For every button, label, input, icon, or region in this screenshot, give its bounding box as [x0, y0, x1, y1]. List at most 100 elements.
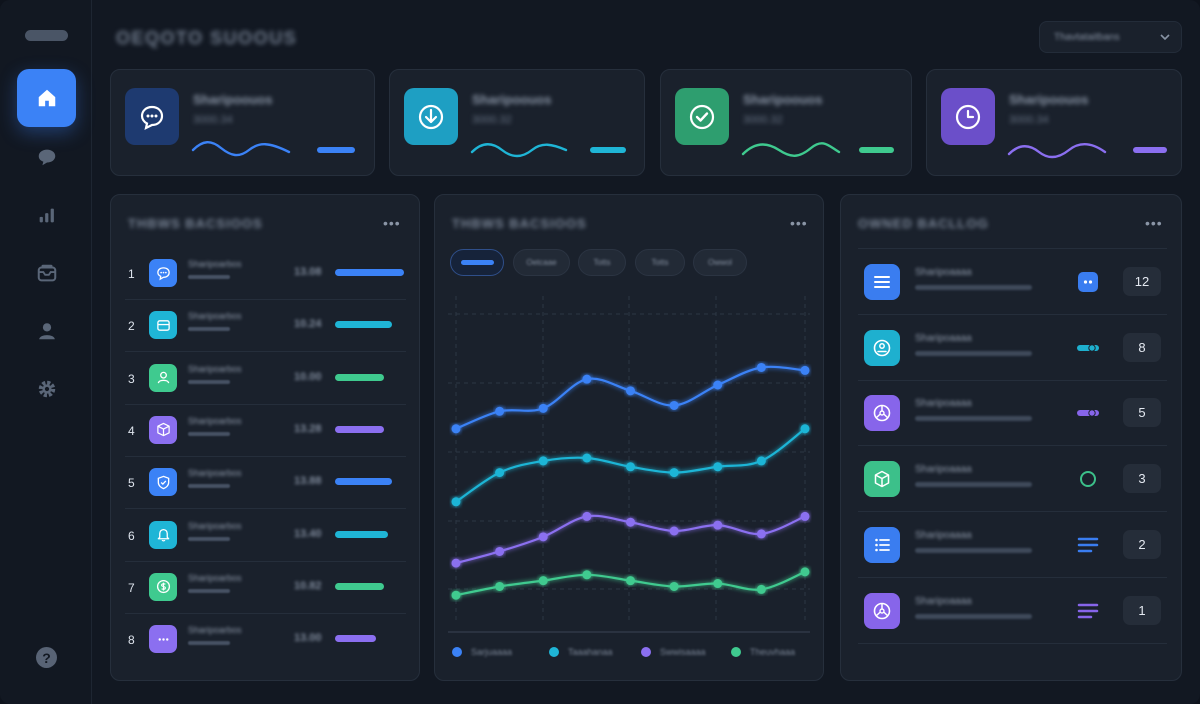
row-value: 13.00 — [294, 632, 322, 645]
backlog-row[interactable]: Sharipoaaaa 3 — [858, 446, 1167, 513]
data-point-s2-4[interactable] — [582, 453, 592, 463]
backlog-row[interactable]: Sharipoaaaa 12 — [858, 249, 1167, 315]
ranking-row[interactable]: 2 Sharipoarbos 10.24 — [125, 300, 406, 353]
data-point-s4-2[interactable] — [495, 581, 505, 591]
backlog-row[interactable]: Sharipoaaaa 5 — [858, 380, 1167, 447]
filter-tab-4[interactable]: Owwol — [693, 249, 747, 276]
more-options-icon[interactable]: ••• — [790, 215, 808, 231]
filter-tab-3[interactable]: Totts — [635, 249, 685, 276]
check-circle-icon — [689, 104, 715, 129]
sparkline — [1007, 143, 1107, 159]
data-point-s4-6[interactable] — [669, 581, 679, 591]
nav-chat[interactable] — [17, 128, 76, 186]
ranking-row[interactable]: 3 Sharipoarbos 10.00 — [125, 353, 406, 405]
stat-value: 3000.32 — [743, 114, 783, 126]
data-point-s2-9[interactable] — [800, 424, 810, 434]
ranking-row[interactable]: 5 Sharipoarbos 13.88 — [125, 457, 406, 510]
rank-number: 5 — [128, 476, 135, 491]
more-options-icon[interactable]: ••• — [383, 215, 401, 231]
filter-label: Totts — [651, 258, 669, 267]
filter-label: Totts — [593, 258, 611, 267]
ranking-row[interactable]: 8 Sharipoarbos 13.00 — [125, 614, 406, 666]
row-subtitle — [188, 641, 230, 646]
row-subtitle — [915, 285, 1032, 290]
rank-number: 7 — [128, 580, 135, 595]
more-options-icon[interactable]: ••• — [1145, 215, 1163, 231]
nav-profile[interactable] — [17, 302, 76, 360]
chat-bubble-icon — [140, 105, 164, 130]
nav-inbox[interactable] — [17, 244, 76, 302]
period-dropdown[interactable]: Thavtataitbans — [1039, 21, 1182, 53]
data-point-s1-4[interactable] — [582, 374, 592, 384]
filter-tab-0[interactable] — [450, 249, 504, 276]
legend-item-3[interactable]: Swwisaaaa — [641, 647, 706, 657]
data-point-s4-3[interactable] — [538, 576, 548, 586]
data-point-s3-9[interactable] — [800, 511, 810, 521]
backlog-row[interactable]: Sharipoaaaa 8 — [858, 315, 1167, 381]
data-point-s3-2[interactable] — [495, 546, 505, 556]
backlog-panel: OWNED BACLLOG ••• Sharipoaaaa 12 Sharipoaa… — [840, 194, 1182, 681]
data-point-s3-4[interactable] — [582, 511, 592, 521]
stat-card-1[interactable]: Sharipoouos 3000.34 — [110, 69, 375, 176]
dropdown-value: Thavtataitbans — [1054, 31, 1120, 43]
data-point-s2-7[interactable] — [713, 462, 723, 472]
count-badge: 3 — [1123, 464, 1161, 494]
data-point-s3-8[interactable] — [756, 529, 766, 539]
data-point-s2-3[interactable] — [538, 456, 548, 466]
data-point-s4-4[interactable] — [582, 570, 592, 580]
menu-toggle-button[interactable] — [25, 30, 68, 41]
data-point-s4-1[interactable] — [451, 590, 461, 600]
legend-item-2[interactable]: Taaahanaa — [549, 647, 613, 657]
stat-card-2[interactable]: Sharipoouos 3000.32 — [389, 69, 645, 176]
ranking-row[interactable]: 7 Sharipoarbos 10.82 — [125, 562, 406, 614]
stat-card-3[interactable]: Sharipoouos 3000.32 — [660, 69, 912, 176]
legend-item-4[interactable]: Theuvhaaa — [731, 647, 795, 657]
row-progress-bar — [335, 373, 384, 381]
legend-item-1[interactable]: Sarjuaaaa — [452, 647, 512, 657]
ranking-row[interactable]: 4 Sharipoarbos 13.28 — [125, 405, 406, 457]
data-point-s3-6[interactable] — [669, 526, 679, 536]
data-point-s2-2[interactable] — [495, 468, 505, 478]
row-subtitle — [188, 275, 230, 279]
data-point-s1-3[interactable] — [538, 403, 548, 413]
data-point-s3-5[interactable] — [626, 517, 635, 527]
nav-settings[interactable] — [17, 360, 76, 418]
row-name: Sharipoaaaa — [915, 595, 972, 607]
data-point-s1-5[interactable] — [626, 386, 635, 396]
backlog-row[interactable]: Sharipoaaaa 2 — [858, 512, 1167, 578]
filter-tab-2[interactable]: Totts — [578, 249, 626, 276]
data-point-s4-8[interactable] — [756, 584, 766, 594]
data-point-s2-1[interactable] — [451, 497, 461, 507]
data-point-s3-3[interactable] — [538, 532, 548, 542]
status-marker-icon — [1077, 272, 1099, 292]
ranking-row[interactable]: 1 Sharipoarbos 13.08 — [125, 248, 406, 300]
nav-analytics[interactable] — [17, 186, 76, 244]
backlog-row[interactable]: Sharipoaaaa 1 — [858, 578, 1167, 644]
data-point-s2-6[interactable] — [669, 468, 679, 478]
data-point-s1-1[interactable] — [451, 424, 461, 434]
sparkline — [741, 142, 841, 157]
data-point-s4-9[interactable] — [800, 567, 810, 577]
data-point-s1-9[interactable] — [800, 365, 810, 375]
stat-trend-bar — [317, 147, 355, 153]
row-value: 13.08 — [294, 266, 322, 278]
data-point-s3-1[interactable] — [451, 558, 461, 568]
sidebar: ? — [0, 0, 92, 704]
data-point-s2-5[interactable] — [626, 462, 635, 472]
data-point-s1-2[interactable] — [495, 406, 505, 416]
filter-label: Oetcaae — [526, 258, 557, 267]
row-subtitle — [188, 484, 230, 489]
data-point-s4-5[interactable] — [626, 576, 635, 586]
data-point-s2-8[interactable] — [756, 456, 766, 466]
ranking-row[interactable]: 6 Sharipoarbos 13.40 — [125, 510, 406, 562]
data-point-s3-7[interactable] — [713, 520, 723, 530]
data-point-s1-6[interactable] — [669, 400, 679, 410]
help-button[interactable]: ? — [36, 647, 57, 668]
data-point-s1-7[interactable] — [713, 380, 723, 390]
stat-card-4[interactable]: Sharipoouos 3000.34 — [926, 69, 1182, 176]
help-icon: ? — [42, 649, 51, 666]
nav-home[interactable] — [17, 69, 76, 127]
data-point-s1-8[interactable] — [756, 362, 766, 372]
filter-tab-1[interactable]: Oetcaae — [513, 249, 570, 276]
data-point-s4-7[interactable] — [713, 579, 723, 589]
